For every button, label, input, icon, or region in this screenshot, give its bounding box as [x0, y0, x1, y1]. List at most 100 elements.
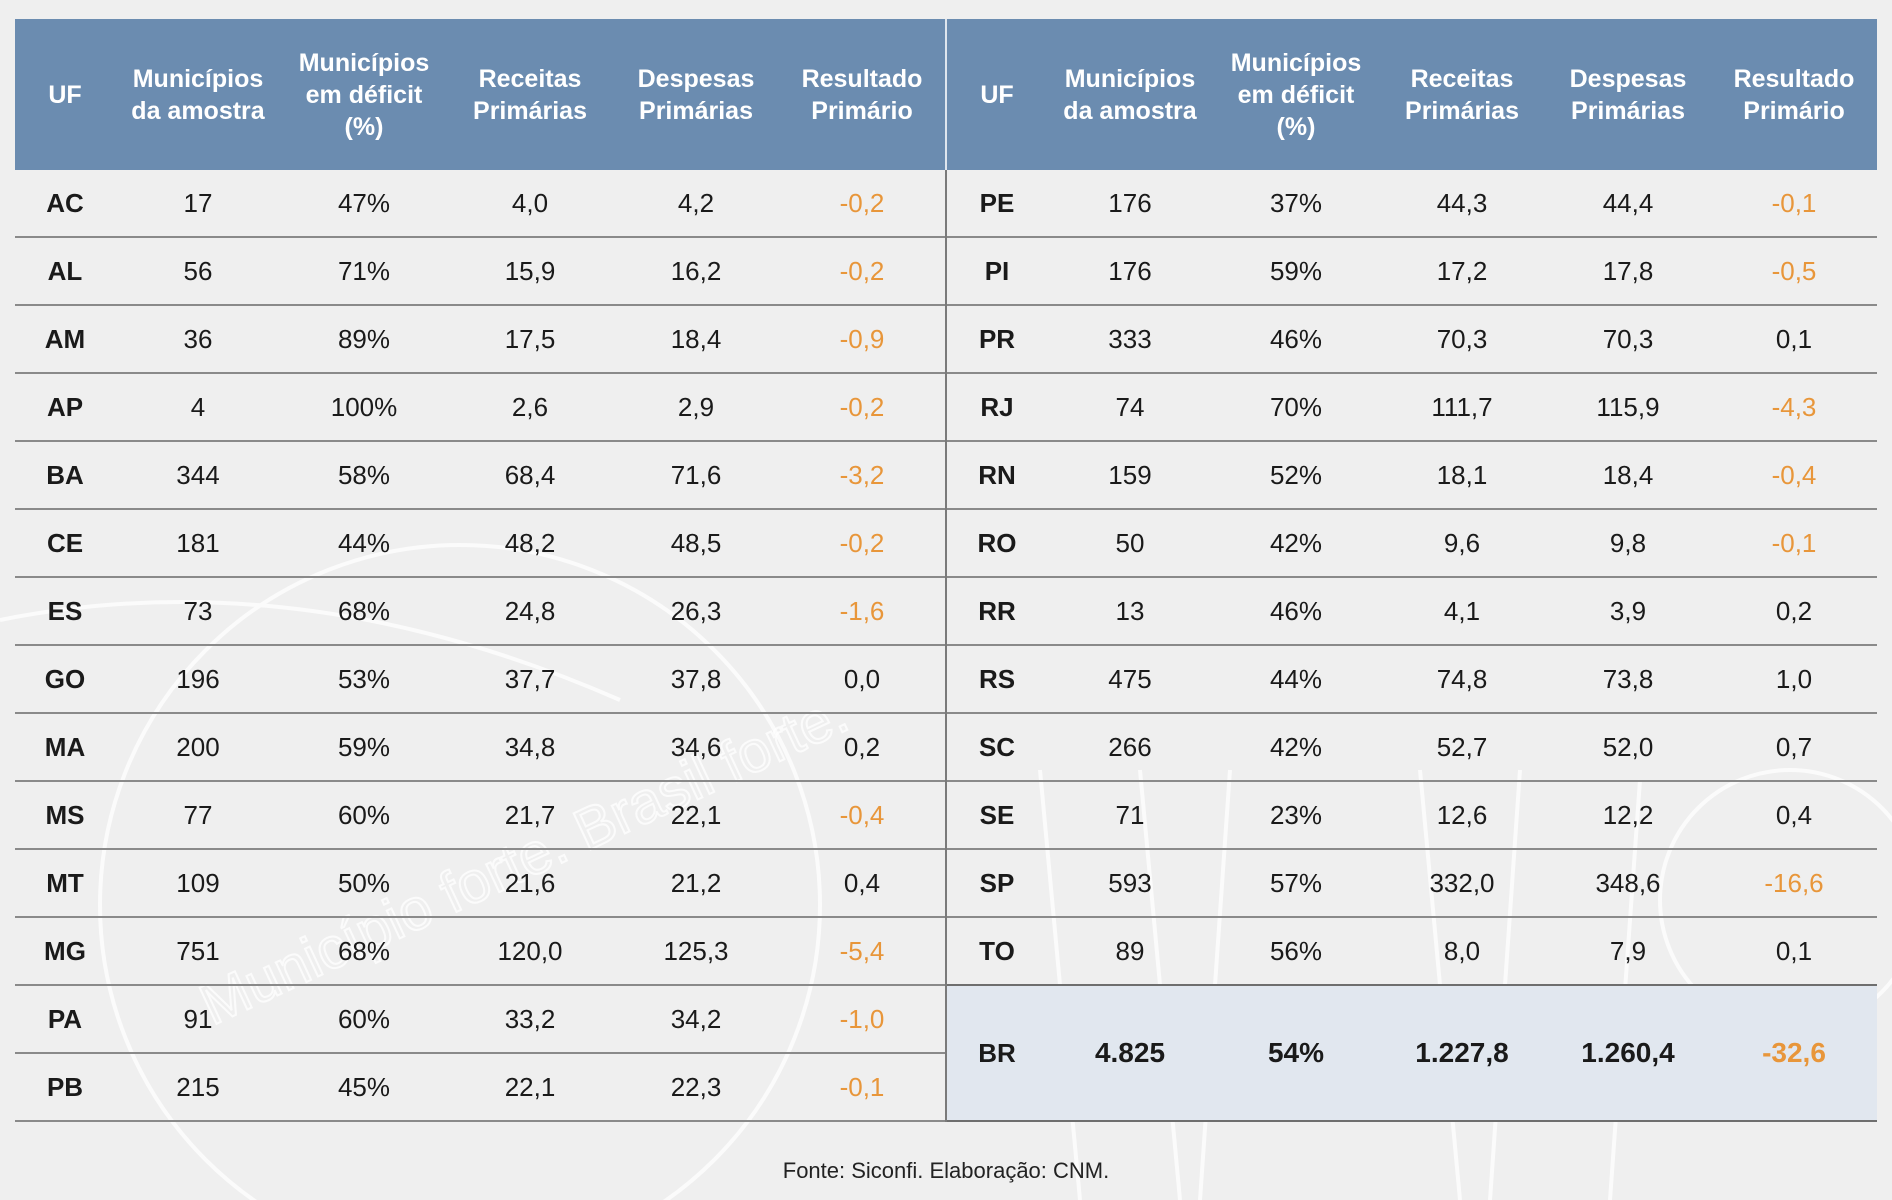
resultado-cell: 0,0	[843, 663, 881, 694]
column-header-line: em déficit	[305, 80, 423, 109]
column-header-line: em déficit	[1237, 80, 1355, 109]
uf-cell: BA	[46, 459, 84, 490]
column-header-uf: UF	[15, 79, 115, 111]
amostra-cell: 89	[1115, 935, 1145, 966]
resultado-cell: -0,2	[839, 255, 885, 286]
uf-cell: AC	[46, 187, 84, 218]
table-body-left: AC 17 47% 4,0 4,2 -0,2 AL 56 71% 15,9 16,2 -0,2 AM 36…	[15, 170, 945, 1122]
deficit-cell: 71%	[337, 255, 391, 286]
column-header-line: Primárias	[639, 96, 753, 125]
uf-cell: CE	[46, 527, 84, 558]
uf-cell: RN	[978, 459, 1016, 490]
resultado-cell: -4,3	[1771, 391, 1817, 422]
resultado-cell: 0,1	[1775, 323, 1813, 354]
deficit-cell: 58%	[337, 459, 391, 490]
uf-cell: MA	[44, 731, 86, 762]
despesas-cell: 9,8	[1609, 527, 1647, 558]
deficit-cell: 37%	[1269, 187, 1323, 218]
deficit-cell: 44%	[1269, 663, 1323, 694]
table-row: RJ 74 70% 111,7 115,9 -4,3	[947, 374, 1877, 442]
receitas-cell: 24,8	[504, 595, 556, 626]
table-row: MS 77 60% 21,7 22,1 -0,4	[15, 782, 945, 850]
table-row: RR 13 46% 4,1 3,9 0,2	[947, 578, 1877, 646]
uf-cell: RJ	[980, 391, 1014, 422]
resultado-cell: -16,6	[1764, 867, 1824, 898]
column-header-line: Primário	[1743, 96, 1845, 125]
despesas-cell: 7,9	[1609, 935, 1647, 966]
despesas-cell: 12,2	[1602, 799, 1654, 830]
table-row: AC 17 47% 4,0 4,2 -0,2	[15, 170, 945, 238]
column-header-line: Municípios	[298, 48, 430, 77]
column-header-resultado: Resultado Primário	[1711, 63, 1877, 127]
column-header-line: Receitas	[1410, 64, 1514, 93]
deficit-cell: 46%	[1269, 595, 1323, 626]
resultado-cell: -0,1	[839, 1071, 885, 1102]
column-header-line: Receitas	[478, 64, 582, 93]
uf-cell: SP	[979, 867, 1015, 898]
despesas-cell: 18,4	[670, 323, 722, 354]
resultado-cell: 0,2	[1775, 595, 1813, 626]
receitas-cell: 68,4	[504, 459, 556, 490]
deficit-cell: 47%	[337, 187, 391, 218]
uf-cell: AP	[46, 391, 84, 422]
column-header-line: Primárias	[1405, 96, 1519, 125]
deficit-cell: 70%	[1269, 391, 1323, 422]
receitas-cell: 4,1	[1443, 595, 1481, 626]
amostra-cell: 109	[176, 867, 220, 898]
receitas-cell: 8,0	[1443, 935, 1481, 966]
column-header-line: Resultado	[1733, 64, 1855, 93]
receitas-cell: 17,5	[504, 323, 556, 354]
despesas-cell: 4,2	[677, 187, 715, 218]
amostra-cell: 13	[1115, 595, 1145, 626]
despesas-cell: 48,5	[670, 527, 722, 558]
column-header-receitas: Receitas Primárias	[1379, 63, 1545, 127]
column-header-line: Despesas	[637, 64, 755, 93]
resultado-cell: -0,1	[1771, 527, 1817, 558]
uf-cell: PA	[47, 1003, 83, 1034]
resultado-cell: 0,7	[1775, 731, 1813, 762]
despesas-cell: 44,4	[1602, 187, 1654, 218]
table-row: RO 50 42% 9,6 9,8 -0,1	[947, 510, 1877, 578]
deficit-cell: 57%	[1269, 867, 1323, 898]
amostra-cell: 50	[1115, 527, 1145, 558]
receitas-cell: 34,8	[504, 731, 556, 762]
table-row: RS 475 44% 74,8 73,8 1,0	[947, 646, 1877, 714]
receitas-cell: 2,6	[511, 391, 549, 422]
table-row: RN 159 52% 18,1 18,4 -0,4	[947, 442, 1877, 510]
source-footnote: Fonte: Siconfi. Elaboração: CNM.	[782, 1158, 1110, 1183]
deficit-cell: 100%	[330, 391, 398, 422]
despesas-cell: 26,3	[670, 595, 722, 626]
table-row: SE 71 23% 12,6 12,2 0,4	[947, 782, 1877, 850]
uf-cell: TO	[979, 935, 1015, 966]
amostra-cell: 751	[176, 935, 220, 966]
amostra-cell: 4.825	[1094, 1037, 1166, 1068]
receitas-cell: 4,0	[511, 187, 549, 218]
amostra-cell: 200	[176, 731, 220, 762]
amostra-cell: 176	[1108, 187, 1152, 218]
uf-cell: PR	[978, 323, 1016, 354]
despesas-cell: 348,6	[1595, 867, 1661, 898]
column-header-line: da amostra	[1063, 96, 1197, 125]
resultado-cell: 0,4	[1775, 799, 1813, 830]
receitas-cell: 111,7	[1431, 391, 1493, 422]
uf-cell: SE	[979, 799, 1015, 830]
deficit-cell: 46%	[1269, 323, 1323, 354]
amostra-cell: 73	[183, 595, 213, 626]
receitas-cell: 332,0	[1429, 867, 1495, 898]
amostra-cell: 196	[176, 663, 220, 694]
uf-cell: PI	[984, 255, 1010, 286]
despesas-cell: 52,0	[1602, 731, 1654, 762]
receitas-cell: 44,3	[1436, 187, 1488, 218]
table-row: MT 109 50% 21,6 21,2 0,4	[15, 850, 945, 918]
receitas-cell: 18,1	[1436, 459, 1488, 490]
table-row: CE 181 44% 48,2 48,5 -0,2	[15, 510, 945, 578]
table-row: ES 73 68% 24,8 26,3 -1,6	[15, 578, 945, 646]
despesas-cell: 2,9	[677, 391, 715, 422]
column-header-deficit: Municípios em déficit (%)	[281, 47, 447, 143]
resultado-cell: -32,6	[1762, 1037, 1826, 1068]
amostra-cell: 475	[1108, 663, 1152, 694]
column-header-line: Resultado	[801, 64, 923, 93]
deficit-cell: 60%	[337, 799, 391, 830]
uf-cell: GO	[44, 663, 86, 694]
receitas-cell: 33,2	[504, 1003, 556, 1034]
